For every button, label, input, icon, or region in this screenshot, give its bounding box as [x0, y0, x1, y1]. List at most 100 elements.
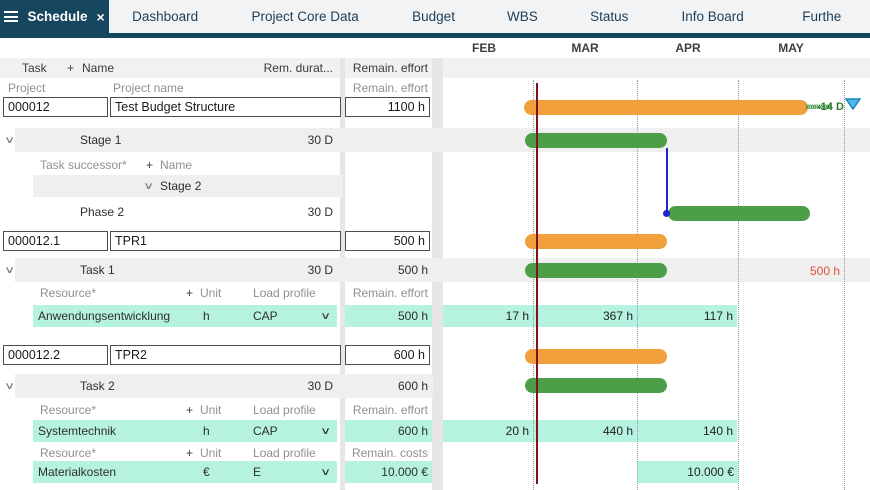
- task1-label[interactable]: Task 1: [80, 263, 115, 277]
- resource3-name[interactable]: Materialkosten: [38, 465, 117, 479]
- row-resource3[interactable]: [33, 461, 337, 483]
- tab-further[interactable]: Furthe: [773, 0, 870, 33]
- resource2-period-mar: 440 h: [602, 424, 633, 438]
- tab-status-label: Status: [590, 9, 629, 24]
- gantt-bar-project[interactable]: [524, 100, 808, 115]
- tab-info-board[interactable]: Info Board: [652, 0, 774, 33]
- add-name-icon[interactable]: +: [67, 61, 75, 75]
- task2-label[interactable]: Task 2: [80, 379, 115, 393]
- row-task1[interactable]: [15, 258, 870, 282]
- column-header-task[interactable]: Task: [22, 61, 47, 75]
- today-line: [536, 83, 538, 484]
- column-header-remain-effort[interactable]: Remain. effort: [352, 61, 428, 75]
- resource2-period-feb: 20 h: [505, 424, 529, 438]
- expander-task1-icon[interactable]: ∨: [4, 264, 16, 276]
- resource2-header-value: Remain. effort: [352, 402, 428, 417]
- gantt-bar-tpr2[interactable]: [525, 349, 667, 364]
- tpr2-id-field[interactable]: [3, 345, 108, 365]
- add-resource1-icon[interactable]: +: [186, 286, 194, 300]
- tab-wbs[interactable]: WBS: [478, 0, 567, 33]
- milestone-triangle-icon[interactable]: [845, 98, 861, 110]
- expander-stage1-icon[interactable]: ∨: [4, 134, 16, 146]
- tab-schedule[interactable]: Schedule ×: [0, 0, 110, 33]
- resource1-header-value: Remain. effort: [352, 286, 428, 300]
- resource1-period-apr: 117 h: [703, 309, 733, 323]
- expander-stage2-icon[interactable]: ∨: [143, 180, 155, 192]
- add-successor-icon[interactable]: +: [146, 158, 154, 172]
- add-resource2-icon[interactable]: +: [186, 402, 194, 417]
- tpr1-id-field[interactable]: [3, 231, 108, 251]
- resource1-period-feb: 17 h: [505, 309, 529, 323]
- buffer-arrows-icon: ››››››››››››: [805, 101, 832, 113]
- row-stage2-successor[interactable]: [33, 175, 343, 197]
- gridline-jun: [844, 80, 845, 490]
- tpr2-effort-field[interactable]: [345, 345, 430, 365]
- project-id-field[interactable]: [3, 97, 108, 117]
- resource2-header-label: Resource*: [40, 402, 97, 417]
- resource1-period-band: 17 h 367 h 117 h: [443, 305, 737, 327]
- gridline-mar: [533, 80, 534, 490]
- gantt-bar-task2[interactable]: [525, 378, 667, 393]
- add-resource3-icon[interactable]: +: [186, 446, 194, 460]
- resource2-name[interactable]: Systemtechnik: [38, 424, 117, 438]
- successor-header-name: Name: [160, 158, 193, 172]
- stage1-duration: 30 D: [307, 133, 333, 147]
- resource2-load-profile[interactable]: CAP: [253, 424, 278, 438]
- resource1-dropdown-icon[interactable]: ∨: [320, 310, 332, 322]
- gantt-bar-tpr1[interactable]: [525, 234, 667, 249]
- tpr1-effort-field[interactable]: [345, 231, 430, 251]
- gantt-bar-stage1[interactable]: [525, 133, 667, 148]
- close-icon[interactable]: ×: [96, 8, 105, 25]
- gridline-may: [738, 80, 739, 490]
- schedule-panel: Task + Name Rem. durat... Remain. effort…: [0, 38, 870, 490]
- resource2-dropdown-icon[interactable]: ∨: [320, 425, 332, 437]
- tpr2-name-field[interactable]: [110, 345, 341, 365]
- tab-status[interactable]: Status: [567, 0, 652, 33]
- resource3-load-profile[interactable]: E: [253, 465, 262, 479]
- row-resource1[interactable]: [33, 305, 337, 327]
- project-name-field[interactable]: [110, 97, 341, 117]
- gantt-bar-task1[interactable]: [525, 263, 667, 278]
- task1-duration: 30 D: [307, 263, 333, 277]
- row-resource2[interactable]: [33, 420, 337, 442]
- resource3-dropdown-icon[interactable]: ∨: [320, 466, 332, 478]
- resource2-period-apr: 140 h: [702, 424, 733, 438]
- resource3-unit: €: [203, 465, 210, 479]
- row-stage1[interactable]: [15, 128, 870, 152]
- resource1-load-profile[interactable]: CAP: [253, 309, 278, 323]
- task2-duration: 30 D: [307, 379, 333, 393]
- relation-connector[interactable]: [666, 148, 668, 214]
- subheader-project-id: Project: [8, 80, 46, 95]
- tabbar-underline: [0, 33, 870, 38]
- tab-dashboard[interactable]: Dashboard: [109, 0, 221, 33]
- tab-wbs-label: WBS: [507, 9, 538, 24]
- stage2-label[interactable]: Stage 2: [160, 179, 202, 193]
- phase2-label[interactable]: Phase 2: [80, 205, 125, 219]
- resource2-header-unit: Unit: [200, 402, 222, 417]
- subheader-remain-effort: Remain. effort: [352, 80, 428, 95]
- tab-project-core-data[interactable]: Project Core Data: [221, 0, 389, 33]
- resource3-header-unit: Unit: [200, 446, 222, 460]
- column-header-name[interactable]: Name: [82, 61, 115, 75]
- subheader-project-name: Project name: [113, 80, 184, 95]
- tab-budget[interactable]: Budget: [389, 0, 478, 33]
- tab-project-core-data-label: Project Core Data: [251, 9, 359, 24]
- column-header-rem-duration[interactable]: Rem. durat...: [263, 61, 333, 75]
- menu-icon[interactable]: [4, 11, 19, 22]
- project-effort-field[interactable]: [345, 97, 430, 117]
- resource2-effort: 600 h: [345, 420, 432, 442]
- task2-effort: 600 h: [397, 379, 428, 393]
- resource3-header-value: Remain. costs: [351, 446, 428, 460]
- relation-connector-dot: [663, 210, 670, 217]
- gridline-apr: [637, 80, 638, 490]
- resource1-header-label: Resource*: [40, 286, 97, 300]
- tpr1-name-field[interactable]: [110, 231, 341, 251]
- row-task2[interactable]: [15, 374, 433, 398]
- stage1-label[interactable]: Stage 1: [80, 133, 122, 147]
- resource3-header-label: Resource*: [40, 446, 97, 460]
- task1-overload-label: 500 h: [810, 263, 841, 278]
- resource1-name[interactable]: Anwendungsentwicklung: [38, 309, 171, 323]
- tab-dashboard-label: Dashboard: [132, 9, 199, 24]
- expander-task2-icon[interactable]: ∨: [4, 380, 16, 392]
- gantt-bar-phase2[interactable]: [668, 206, 810, 221]
